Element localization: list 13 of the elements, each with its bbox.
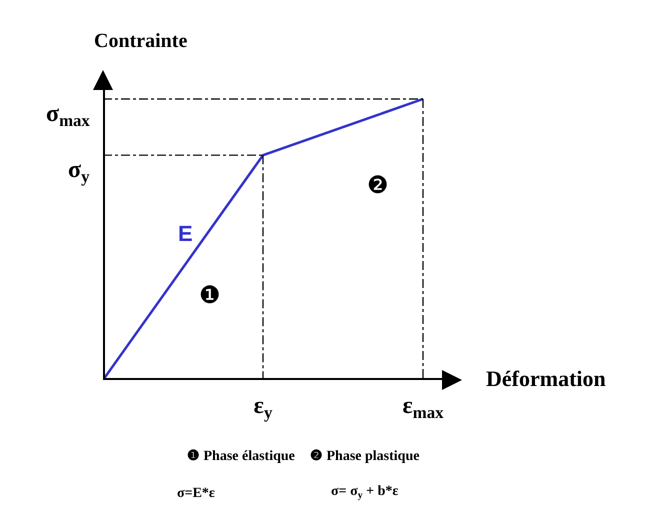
annotation: ❷ <box>367 171 389 199</box>
x-tick-label: ε$_{y}$ <box>254 393 273 422</box>
x-axis-title: Déformation <box>486 366 606 391</box>
x-tick-label: ε$_{max}$ <box>402 393 444 422</box>
text: σ$_{max}$ <box>46 101 90 130</box>
text: σ$_{y}$ <box>68 157 90 186</box>
text: ❶ Phase élastique <box>187 449 295 464</box>
y-axis-title: Contrainte <box>94 30 188 52</box>
annotation: ❶ <box>199 281 221 309</box>
annotation: E <box>178 221 193 246</box>
text: ❷ Phase plastique <box>310 449 420 464</box>
text: σ= σ$_{y}$ + b*ε <box>331 484 398 501</box>
text: σ=E*ε <box>177 486 215 501</box>
